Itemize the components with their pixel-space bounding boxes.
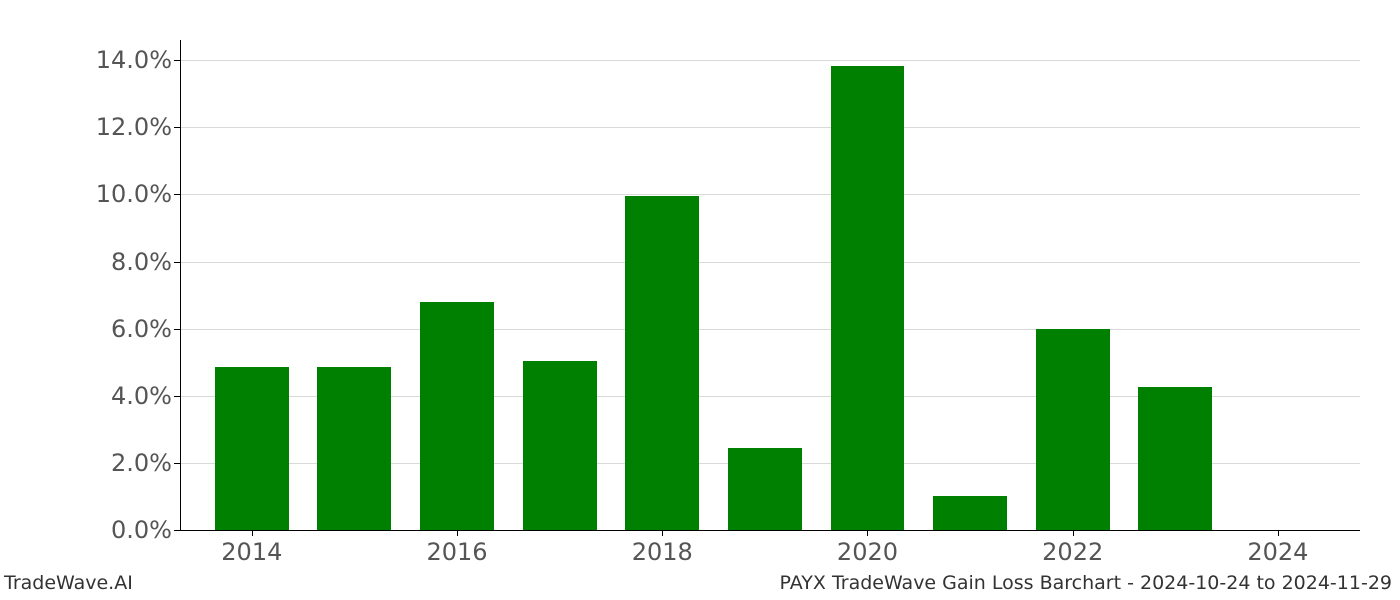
y-gridline	[180, 329, 1360, 330]
bar	[1036, 329, 1110, 530]
bar	[831, 66, 905, 530]
x-tick-label: 2014	[221, 530, 282, 566]
bar	[625, 196, 699, 530]
bar	[1138, 387, 1212, 530]
plot-area: 0.0%2.0%4.0%6.0%8.0%10.0%12.0%14.0%20142…	[180, 40, 1360, 530]
axis-x-spine	[180, 530, 1360, 531]
y-tick-label: 6.0%	[111, 315, 180, 343]
y-tick-label: 8.0%	[111, 248, 180, 276]
y-tick-label: 0.0%	[111, 516, 180, 544]
gain-loss-barchart: 0.0% 2.0% 4.0% 6.0% 8.0% 10.0% 12.0% 14.0% 2014 2…	[0, 0, 1400, 600]
y-tick-label: 2.0%	[111, 449, 180, 477]
chart-caption: PAYX TradeWave Gain Loss Barchart - 2024…	[780, 572, 1392, 594]
bar	[933, 496, 1007, 530]
bar	[420, 302, 494, 530]
y-tick-label: 14.0%	[96, 46, 180, 74]
x-tick-label: 2018	[632, 530, 693, 566]
y-gridline	[180, 262, 1360, 263]
bar	[728, 448, 802, 530]
watermark-left: TradeWave.AI	[4, 572, 133, 594]
x-tick-label: 2016	[426, 530, 487, 566]
x-tick-label: 2024	[1247, 530, 1308, 566]
x-tick-label: 2020	[837, 530, 898, 566]
bar	[215, 367, 289, 530]
x-tick-label: 2022	[1042, 530, 1103, 566]
axis-y-spine	[180, 40, 181, 530]
y-tick-label: 12.0%	[96, 113, 180, 141]
y-gridline	[180, 127, 1360, 128]
bar	[317, 367, 391, 530]
y-gridline	[180, 194, 1360, 195]
y-tick-label: 10.0%	[96, 180, 180, 208]
bar	[523, 361, 597, 530]
y-gridline	[180, 60, 1360, 61]
y-tick-label: 4.0%	[111, 382, 180, 410]
